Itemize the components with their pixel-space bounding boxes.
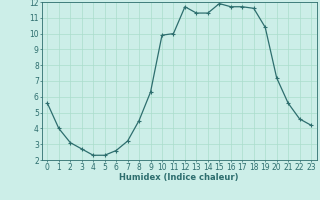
X-axis label: Humidex (Indice chaleur): Humidex (Indice chaleur) bbox=[119, 173, 239, 182]
